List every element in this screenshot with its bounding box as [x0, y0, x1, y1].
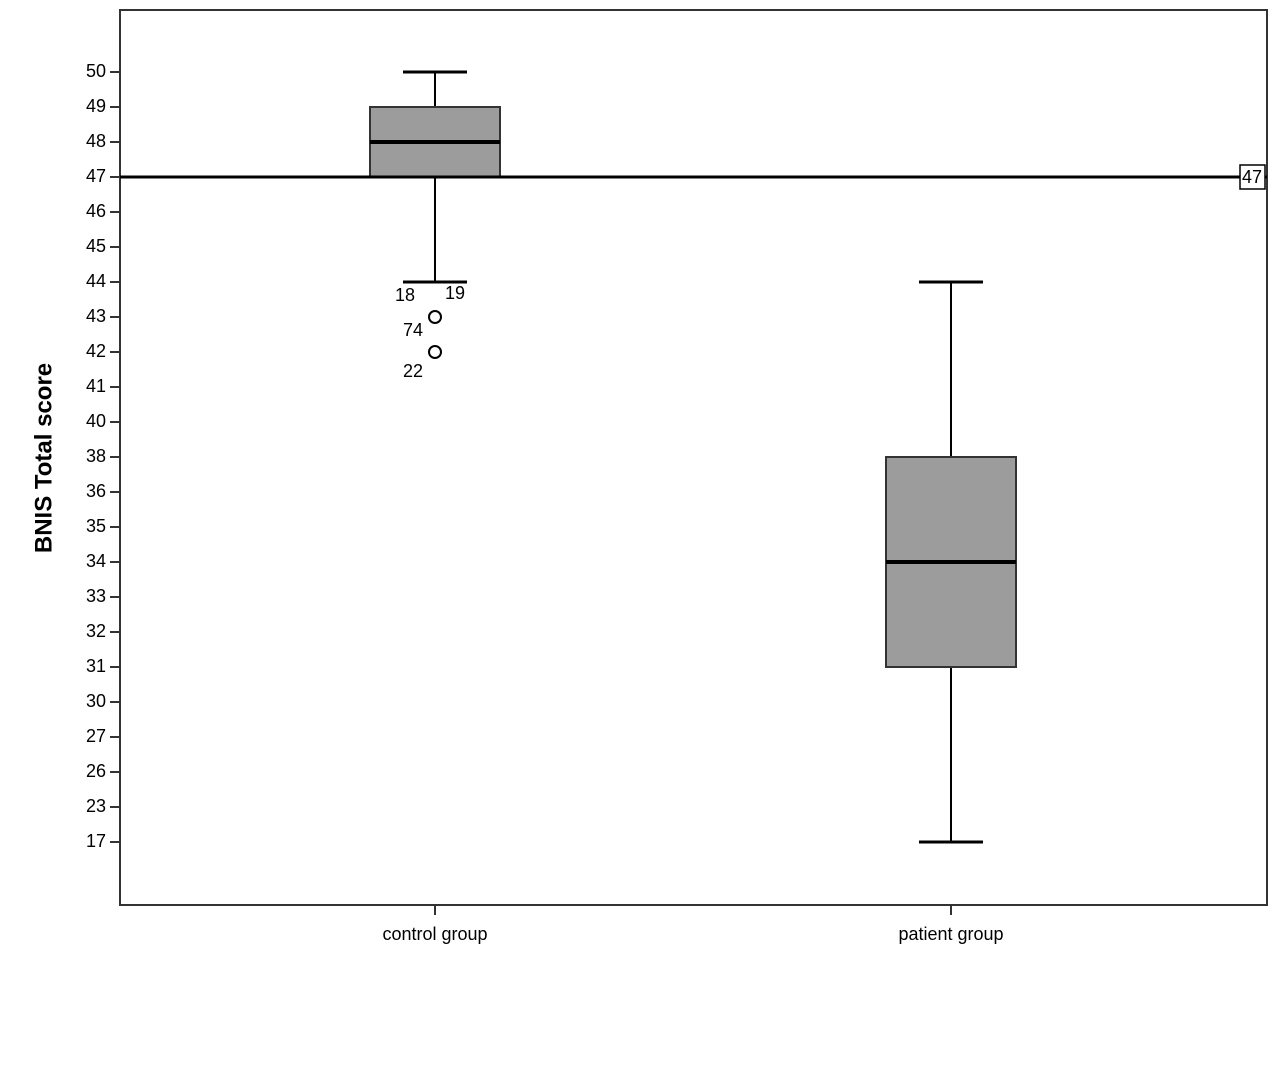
y-tick-label: 40 [86, 411, 106, 431]
y-tick-label: 38 [86, 446, 106, 466]
y-tick-label: 48 [86, 131, 106, 151]
outlier-label: 74 [403, 320, 423, 340]
y-tick-label: 35 [86, 516, 106, 536]
outlier-label: 22 [403, 361, 423, 381]
y-tick-label: 23 [86, 796, 106, 816]
reference-label: 47 [1242, 167, 1262, 187]
y-tick-label: 17 [86, 831, 106, 851]
y-tick-label: 27 [86, 726, 106, 746]
y-tick-label: 47 [86, 166, 106, 186]
outlier-label: 19 [445, 283, 465, 303]
outlier [428, 310, 442, 324]
y-tick-label: 36 [86, 481, 106, 501]
y-tick-label: 46 [86, 201, 106, 221]
y-axis-label: BNIS Total score [30, 363, 57, 553]
y-tick-label: 30 [86, 691, 106, 711]
y-tick-label: 33 [86, 586, 106, 606]
y-tick-label: 34 [86, 551, 106, 571]
x-tick-label: patient group [898, 924, 1003, 944]
y-tick-label: 49 [86, 96, 106, 116]
x-tick-label: control group [382, 924, 487, 944]
outlier-label: 18 [395, 285, 415, 305]
y-tick-label: 45 [86, 236, 106, 256]
outlier [428, 345, 442, 359]
y-tick-label: 32 [86, 621, 106, 641]
y-tick-label: 31 [86, 656, 106, 676]
y-tick-label: 42 [86, 341, 106, 361]
reference-label-box [1239, 164, 1266, 190]
y-tick-label: 43 [86, 306, 106, 326]
y-tick-label: 26 [86, 761, 106, 781]
y-tick-label: 44 [86, 271, 106, 291]
y-tick-label: 50 [86, 61, 106, 81]
y-tick-label: 41 [86, 376, 106, 396]
